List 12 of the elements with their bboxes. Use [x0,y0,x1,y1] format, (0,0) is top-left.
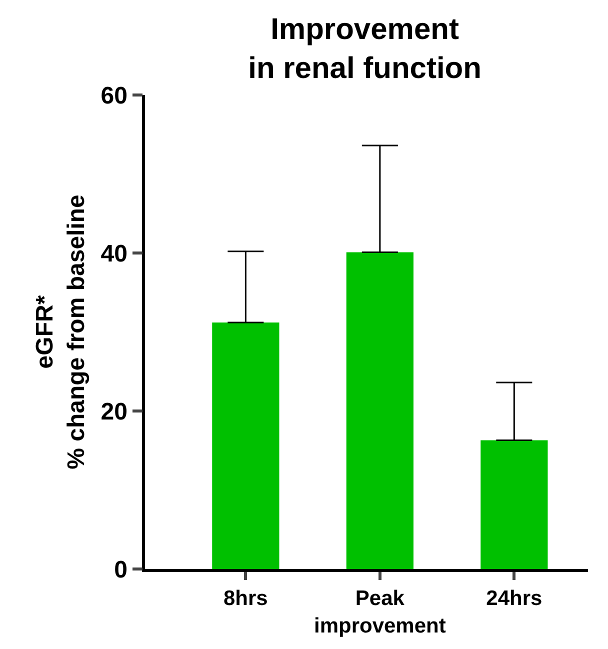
bar [346,252,414,569]
x-tick-label: 8hrs [224,586,268,610]
bar [212,322,280,569]
y-axis-title: eGFR* % change from baseline [32,194,90,470]
y-tick-label: 60 [100,82,128,110]
bar [480,440,548,569]
y-tick-label: 20 [100,398,128,426]
y-tick-label: 40 [100,240,128,268]
chart-title: Improvement in renal function [248,12,482,85]
x-tick-label: 24hrs [486,586,542,610]
x-tick-label: Peak improvement [314,586,446,638]
y-tick-label: 0 [114,556,128,584]
